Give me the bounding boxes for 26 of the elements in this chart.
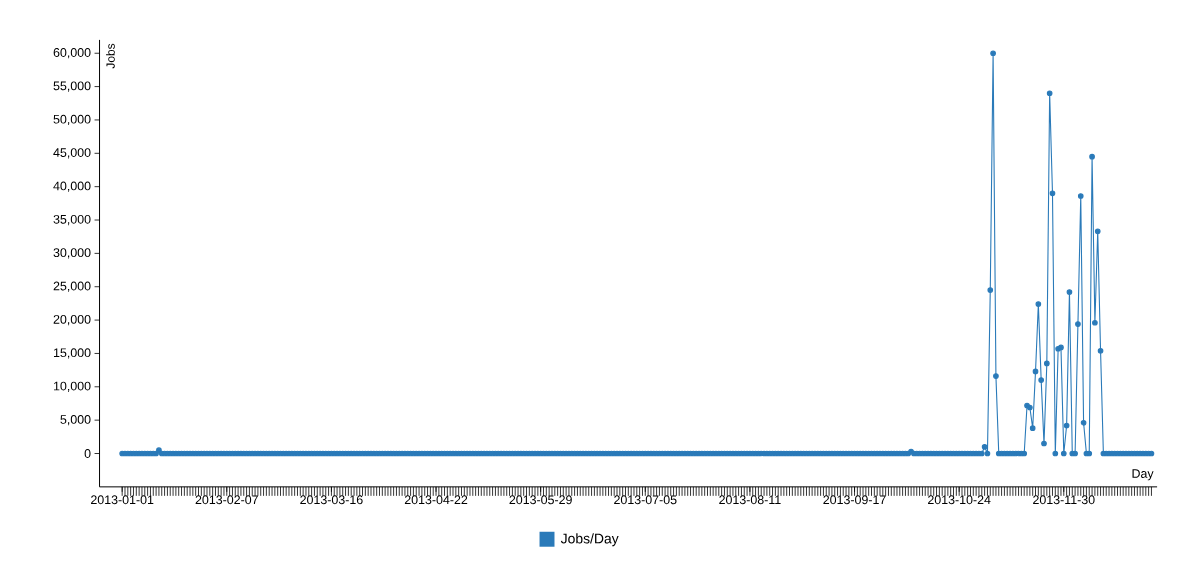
y-tick-label: 10,000	[53, 381, 91, 393]
x-tick-label: 2013-04-22	[404, 495, 468, 505]
x-tick-label: 2013-09-17	[823, 495, 886, 505]
x-tick-label: 2013-05-29	[509, 495, 572, 505]
x-tick-label: 2013-02-07	[195, 495, 258, 505]
x-tick-label: 2013-01-01	[91, 495, 154, 505]
x-tick-label: 2013-07-05	[614, 495, 677, 505]
y-tick-label: 50,000	[53, 114, 91, 126]
y-tick-label: 60,000	[53, 48, 91, 59]
y-tick-label: 55,000	[53, 81, 91, 92]
y-tick-label: 45,000	[53, 148, 91, 159]
y-tick-label: 5,000	[60, 415, 91, 426]
x-tick-label: 2013-11-30	[1033, 495, 1095, 505]
x-tick-label: 2013-10-24	[928, 495, 991, 505]
x-tick-label: 2013-03-16	[300, 495, 363, 505]
x-tick-label: 2013-08-11	[719, 495, 781, 505]
y-tick-label: 30,000	[53, 248, 91, 259]
y-tick-label: 25,000	[53, 281, 91, 293]
y-axis-title: Jobs	[106, 44, 115, 69]
y-tick-label: 40,000	[53, 181, 91, 192]
y-tick-label: 20,000	[53, 315, 91, 326]
legend-label: Jobs/Day	[560, 533, 619, 547]
y-tick-label: 0	[84, 449, 91, 459]
y-tick-label: 35,000	[53, 215, 91, 226]
x-axis-title: Day	[1132, 469, 1154, 481]
y-tick-label: 15,000	[53, 348, 91, 359]
